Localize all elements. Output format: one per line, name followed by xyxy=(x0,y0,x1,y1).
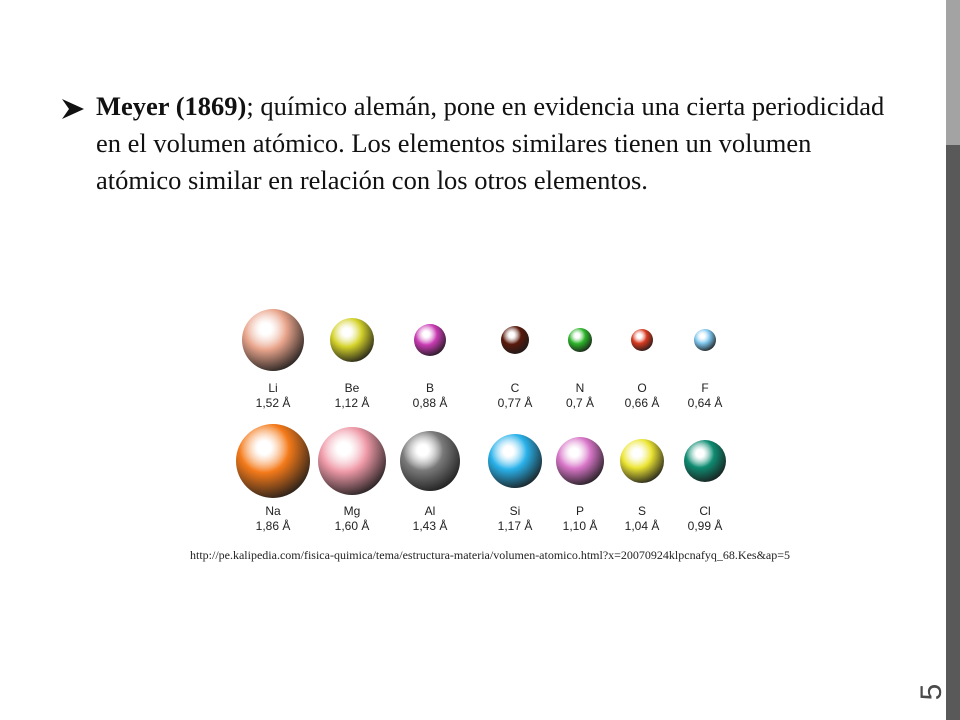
atom-radius-n: 0,7 Å xyxy=(566,395,594,410)
atom-symbol-li: Li xyxy=(268,381,277,395)
atom-sphere-c xyxy=(501,326,529,354)
atom-radius-s: 1,04 Å xyxy=(625,518,660,533)
atom-symbol-na: Na xyxy=(265,504,281,518)
atom-radius-li: 1,52 Å xyxy=(256,395,291,410)
atom-sphere-be xyxy=(330,318,374,362)
atom-sphere-li xyxy=(242,309,304,371)
arrow-bullet-icon xyxy=(62,99,84,119)
atom-radius-na: 1,86 Å xyxy=(256,518,291,533)
atom-radius-b: 0,88 Å xyxy=(413,395,448,410)
atom-radius-c: 0,77 Å xyxy=(498,395,533,410)
atom-symbol-s: S xyxy=(638,504,646,518)
atom-symbol-al: Al xyxy=(425,504,436,518)
atom-sphere-o xyxy=(631,329,653,351)
atom-radius-f: 0,64 Å xyxy=(688,395,723,410)
atom-symbol-mg: Mg xyxy=(344,504,361,518)
atom-sphere-si xyxy=(488,434,542,488)
bullet-heading: Meyer (1869) xyxy=(96,91,247,121)
bullet-body: ; químico alemán, pone en evidencia una … xyxy=(96,91,885,195)
atom-sphere-s xyxy=(620,439,664,483)
atom-sphere-al xyxy=(400,431,460,491)
page-number: 5 xyxy=(915,683,948,701)
atom-symbol-p: P xyxy=(576,504,584,518)
atom-radius-mg: 1,60 Å xyxy=(335,518,370,533)
source-link[interactable]: http://pe.kalipedia.com/fisica-quimica/t… xyxy=(189,548,791,562)
atom-sphere-p xyxy=(556,437,604,485)
bullet-text: Meyer (1869); químico alemán, pone en ev… xyxy=(96,88,896,199)
atom-sphere-f xyxy=(694,329,716,351)
atom-symbol-o: O xyxy=(637,381,646,395)
atom-sphere-b xyxy=(414,324,446,356)
atom-radius-o: 0,66 Å xyxy=(625,395,660,410)
atom-symbol-si: Si xyxy=(510,504,521,518)
atom-symbol-b: B xyxy=(426,381,434,395)
atom-radius-p: 1,10 Å xyxy=(563,518,598,533)
sidebar-accent xyxy=(946,0,960,145)
atom-sphere-n xyxy=(568,328,592,352)
atom-radius-al: 1,43 Å xyxy=(413,518,448,533)
atom-radius-si: 1,17 Å xyxy=(498,518,533,533)
slide-sidebar xyxy=(946,0,960,720)
atom-symbol-cl: Cl xyxy=(699,504,710,518)
atom-symbol-f: F xyxy=(701,381,708,395)
atom-symbol-c: C xyxy=(511,381,520,395)
atom-symbol-be: Be xyxy=(345,381,360,395)
atomic-volume-figure: Li 1,52 Å Be 1,12 Å B 0,88 Å C 0,77 Å N 0,7 Å O 0,6… xyxy=(230,308,740,540)
atom-sphere-cl xyxy=(684,440,726,482)
atom-sphere-mg xyxy=(318,427,386,495)
atom-radius-cl: 0,99 Å xyxy=(688,518,723,533)
atom-symbol-n: N xyxy=(576,381,585,395)
atom-radius-be: 1,12 Å xyxy=(335,395,370,410)
atom-sphere-na xyxy=(236,424,310,498)
